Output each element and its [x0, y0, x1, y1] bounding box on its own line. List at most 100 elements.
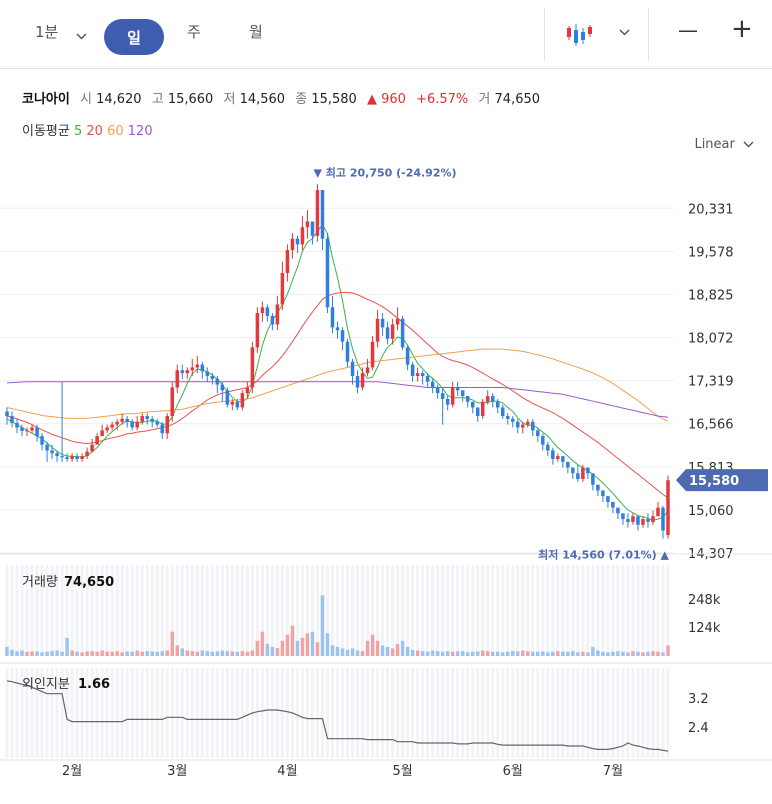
candle-body — [165, 416, 169, 434]
volume-bar — [275, 648, 280, 656]
volume-bar — [255, 640, 260, 656]
candle-body — [621, 513, 625, 520]
candle-body — [330, 307, 335, 328]
candle-body — [460, 390, 465, 397]
tab-month[interactable]: 월 — [249, 23, 263, 41]
zoom-out-button[interactable]: — — [678, 18, 698, 42]
candle-body — [495, 401, 500, 408]
volume-bar — [185, 650, 190, 656]
zoom-in-button[interactable]: + — [731, 14, 753, 44]
candle-body — [235, 401, 240, 408]
volume-bar — [145, 651, 149, 656]
low-value: 14,560 — [239, 92, 286, 107]
stock-name: 코나아이 — [22, 92, 70, 107]
chart-toolbar: 1분 일 주 월 — + — [0, 0, 772, 69]
tab-week[interactable]: 주 — [187, 23, 201, 41]
volume-bar — [265, 643, 270, 656]
candle-body — [340, 330, 345, 342]
candle-body — [435, 387, 440, 394]
volume-bar — [290, 625, 295, 656]
volume-bar — [410, 649, 415, 656]
volume-bar — [485, 651, 490, 656]
candle-body — [50, 450, 54, 454]
volume-bar — [541, 651, 545, 656]
volume-bar — [526, 651, 530, 656]
candle-body — [430, 381, 435, 388]
candle-body — [455, 387, 460, 391]
y-tick-label: 19,578 — [688, 245, 734, 260]
chevron-down-icon[interactable] — [76, 33, 87, 40]
ma-label: 이동평균 — [22, 124, 70, 139]
x-tick-label: 4월 — [277, 764, 297, 779]
chevron-down-icon — [743, 141, 754, 148]
candle-body — [280, 273, 285, 305]
close-value: 15,580 — [311, 92, 357, 107]
volume-bar — [250, 650, 255, 656]
candle-body — [80, 456, 84, 459]
candle-body — [90, 444, 94, 452]
interval-select[interactable]: 1분 — [35, 23, 59, 41]
candle-body — [500, 407, 505, 417]
volume-bar — [235, 651, 240, 656]
volume-title: 거래량 — [22, 575, 58, 590]
volume-bar — [125, 651, 129, 656]
volume-bar — [220, 650, 225, 656]
chart-type-chevron-icon[interactable] — [619, 29, 630, 36]
current-price-badge — [676, 469, 768, 492]
volume-bar — [335, 646, 340, 656]
candle-body — [465, 396, 470, 402]
candle-body — [636, 516, 640, 525]
volume-bar — [140, 651, 144, 656]
volume-bar — [516, 651, 520, 656]
moving-average-legend: 이동평균 5 20 60 120 — [22, 120, 153, 139]
volume-bar — [500, 652, 505, 656]
candle-body — [325, 238, 330, 308]
volume-bar — [15, 651, 19, 656]
volume-bar — [90, 651, 94, 656]
volume-bar — [445, 651, 450, 656]
volume-bar — [551, 651, 555, 656]
volume-bar — [641, 652, 645, 656]
candle-body — [185, 370, 190, 374]
candle-body — [521, 424, 525, 428]
candle-body — [616, 507, 620, 514]
volume-bar — [470, 651, 475, 656]
y-tick-label: 20,331 — [688, 202, 734, 217]
volume-bar — [506, 651, 510, 656]
candle-body — [601, 490, 605, 497]
candle-body — [155, 421, 159, 425]
volume-bar — [536, 651, 540, 656]
volume-bar — [75, 651, 79, 656]
ma-5: 5 — [73, 124, 83, 139]
candle-body — [445, 398, 450, 405]
volume-bar — [340, 648, 345, 656]
tab-day[interactable]: 일 — [104, 19, 164, 55]
high-marker: ▼ 최고 20,750 (-24.92%) — [313, 165, 456, 179]
candle-body — [410, 364, 415, 377]
candle-body — [60, 456, 64, 458]
volume-bar — [636, 651, 640, 656]
scale-mode-select[interactable]: Linear — [694, 137, 754, 152]
candle-body — [35, 427, 39, 437]
volume-tick-label: 124k — [688, 621, 721, 636]
candle-body — [420, 373, 425, 377]
volume-bar — [105, 651, 109, 656]
candle-body — [350, 361, 355, 377]
volume-bar — [480, 650, 485, 656]
volume-label: 거 — [478, 92, 491, 107]
candle-body — [355, 376, 360, 388]
volume-bar — [435, 651, 440, 656]
volume-bar — [345, 649, 350, 656]
volume-bar — [320, 595, 325, 656]
volume-bar — [190, 651, 195, 656]
candle-body — [360, 373, 365, 388]
candle-body — [365, 367, 370, 374]
candlestick-icon[interactable] — [565, 22, 595, 48]
volume-bar — [300, 637, 305, 656]
volume-bar — [350, 648, 355, 656]
volume-bar — [656, 651, 660, 656]
candle-body — [320, 190, 325, 239]
volume-title-value: 74,650 — [64, 575, 114, 590]
candle-body — [215, 378, 220, 385]
volume-tick-label: 248k — [688, 593, 721, 608]
